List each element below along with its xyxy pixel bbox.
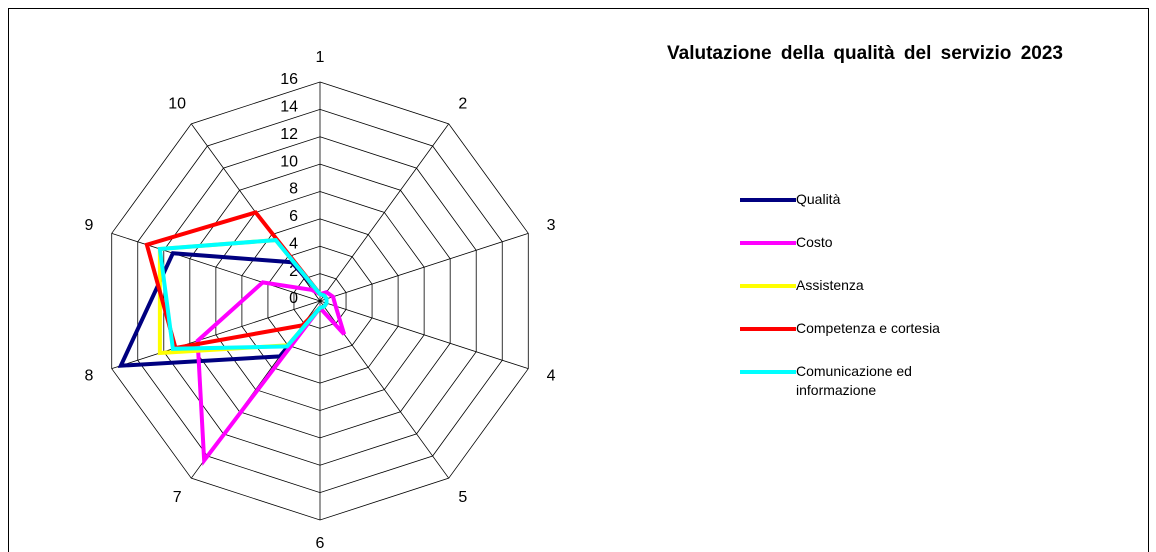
category-label: 7 xyxy=(173,489,182,506)
category-label: 2 xyxy=(458,96,467,113)
legend-label: Assistenza xyxy=(796,277,864,293)
category-label: 9 xyxy=(84,217,93,234)
tick-label: 10 xyxy=(280,153,298,170)
tick-label: 4 xyxy=(289,235,298,252)
legend-item: Competenza e cortesia xyxy=(740,319,966,362)
category-label: 8 xyxy=(84,367,93,384)
legend-item: Costo xyxy=(740,233,966,276)
chart-title: Valutazione della qualità del servizio 2… xyxy=(667,43,1063,64)
category-label: 3 xyxy=(547,217,556,234)
legend-swatch xyxy=(740,327,796,331)
tick-label: 12 xyxy=(280,126,298,143)
spoke xyxy=(111,300,321,370)
category-label: 10 xyxy=(168,96,186,113)
chart-border xyxy=(8,8,1149,552)
spoke xyxy=(319,300,529,370)
tick-label: 8 xyxy=(289,181,298,198)
legend-item: Assistenza xyxy=(740,276,966,319)
category-label: 1 xyxy=(316,49,325,66)
series-line xyxy=(144,210,329,351)
legend-swatch xyxy=(740,198,796,202)
legend: Qualità Costo Assistenza Competenza e corte… xyxy=(740,190,966,405)
category-label: 5 xyxy=(458,489,467,506)
tick-label: 16 xyxy=(280,71,298,88)
category-label: 4 xyxy=(547,367,556,384)
legend-item: Qualità xyxy=(740,190,966,233)
tick-label: 2 xyxy=(289,263,298,280)
legend-label: Competenza e cortesia xyxy=(796,320,940,336)
legend-label: Qualità xyxy=(796,191,841,207)
series-line xyxy=(157,238,329,351)
spoke xyxy=(319,232,529,302)
legend-swatch xyxy=(740,370,796,374)
legend-swatch xyxy=(740,241,796,245)
tick-label: 6 xyxy=(289,208,298,225)
tick-label: 0 xyxy=(289,290,298,307)
legend-item: Comunicazione ed informazione xyxy=(740,362,966,405)
legend-label: Comunicazione ed informazione xyxy=(796,363,912,398)
spoke xyxy=(319,123,450,302)
legend-label: Costo xyxy=(796,234,833,250)
tick-label: 14 xyxy=(280,99,298,116)
category-label: 6 xyxy=(316,535,325,552)
legend-swatch xyxy=(740,284,796,288)
